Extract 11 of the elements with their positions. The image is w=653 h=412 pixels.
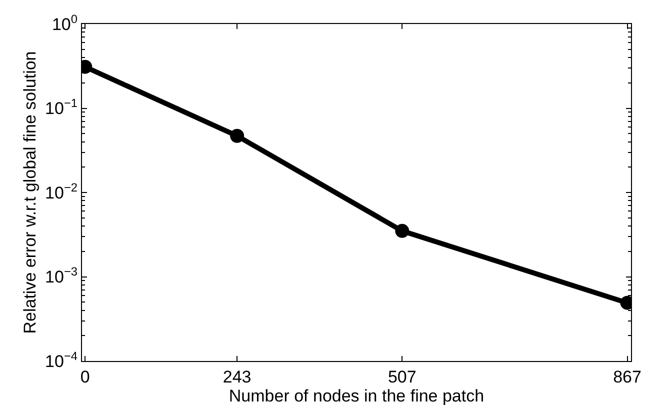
x-tick-label: 243	[222, 368, 252, 386]
x-tick-label: 507	[388, 368, 416, 386]
y-tick-label: 10$^{−4}$	[45, 348, 78, 371]
x-axis-title: Number of nodes in the fine patch	[228, 386, 484, 406]
y-tick-label: 10$^{−1}$	[45, 96, 78, 118]
x-tick-label: 867	[613, 368, 642, 386]
y-tick-label: 10$^{−2}$	[45, 180, 78, 202]
y-tick-label: 10$^{−3}$	[45, 264, 78, 287]
y-tick-label: 10$^{0}$	[52, 12, 78, 34]
y-axis-title: Relative error w.r.t global fine solution	[20, 51, 40, 334]
x-tick-label: 0	[80, 368, 90, 386]
